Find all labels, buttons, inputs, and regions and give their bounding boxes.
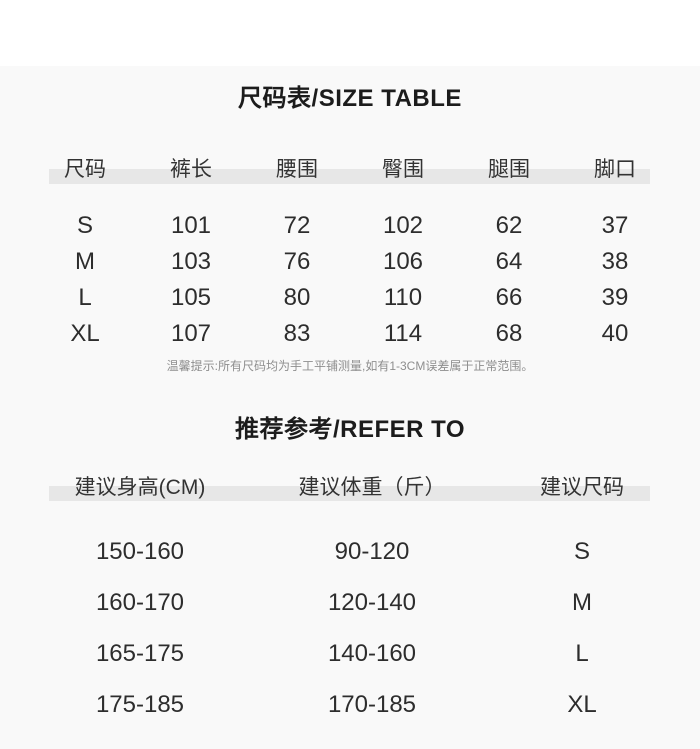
size-table-title: 尺码表/SIZE TABLE bbox=[238, 85, 462, 112]
hip-value: 106 bbox=[382, 248, 424, 275]
waist-value: 76 bbox=[283, 248, 311, 275]
height-range: 150-160 bbox=[95, 538, 185, 565]
refer-col-header-height: 建议身高(CM) bbox=[74, 476, 206, 499]
weight-range: 170-185 bbox=[327, 691, 417, 718]
refer-table-row-l: 165-175 140-160 L bbox=[32, 628, 668, 679]
size-table-col-header-waist: 腰围 bbox=[276, 158, 318, 181]
refer-table-title: 推荐参考/REFER TO bbox=[234, 416, 466, 443]
length-value: 107 bbox=[170, 320, 212, 347]
thigh-value: 64 bbox=[495, 248, 523, 275]
recommended-size: M bbox=[572, 589, 592, 616]
size-label: M bbox=[75, 248, 95, 275]
size-table-body: S 101 72 102 62 37 M 103 76 106 64 38 L … bbox=[32, 208, 668, 352]
height-range: 165-175 bbox=[95, 640, 185, 667]
refer-col-header-weight: 建议体重（斤） bbox=[298, 476, 446, 499]
refer-table-row-xl: 175-185 170-185 XL bbox=[32, 679, 668, 730]
thigh-value: 68 bbox=[495, 320, 523, 347]
size-table-row-l: L 105 80 110 66 39 bbox=[32, 280, 668, 316]
recommended-size: S bbox=[573, 538, 590, 565]
refer-table-row-m: 160-170 120-140 M bbox=[32, 577, 668, 628]
recommended-size: XL bbox=[567, 691, 597, 718]
size-label: XL bbox=[70, 320, 100, 347]
size-table-col-header-length: 裤长 bbox=[170, 158, 212, 181]
refer-col-header-size: 建议尺码 bbox=[540, 476, 624, 499]
height-range: 175-185 bbox=[95, 691, 185, 718]
refer-table-header-band bbox=[49, 486, 650, 501]
size-table-col-header-hem: 脚口 bbox=[594, 158, 636, 181]
hip-value: 114 bbox=[383, 320, 423, 347]
size-table-col-header-size: 尺码 bbox=[64, 158, 106, 181]
height-range: 160-170 bbox=[95, 589, 185, 616]
length-value: 103 bbox=[170, 248, 212, 275]
weight-range: 120-140 bbox=[327, 589, 417, 616]
thigh-value: 62 bbox=[495, 212, 523, 239]
size-table-row-s: S 101 72 102 62 37 bbox=[32, 208, 668, 244]
refer-table-body: 150-160 90-120 S 160-170 120-140 M 165-1… bbox=[32, 526, 668, 730]
recommended-size: L bbox=[575, 640, 589, 667]
thigh-value: 66 bbox=[495, 284, 523, 311]
hip-value: 110 bbox=[383, 284, 423, 311]
hem-value: 40 bbox=[601, 320, 629, 347]
size-label: L bbox=[78, 284, 92, 311]
length-value: 105 bbox=[170, 284, 212, 311]
size-table-row-xl: XL 107 83 114 68 40 bbox=[32, 316, 668, 352]
length-value: 101 bbox=[170, 212, 212, 239]
weight-range: 90-120 bbox=[334, 538, 410, 565]
measurement-note: 温馨提示:所有尺码均为手工平铺测量,如有1-3CM误差属于正常范围。 bbox=[166, 359, 534, 373]
weight-range: 140-160 bbox=[327, 640, 417, 667]
waist-value: 83 bbox=[283, 320, 311, 347]
size-table-row-m: M 103 76 106 64 38 bbox=[32, 244, 668, 280]
hem-value: 37 bbox=[601, 212, 629, 239]
waist-value: 80 bbox=[283, 284, 311, 311]
size-table-header-row: 尺码 裤长 腰围 臀围 腿围 脚口 bbox=[32, 156, 668, 184]
hem-value: 38 bbox=[601, 248, 629, 275]
waist-value: 72 bbox=[283, 212, 311, 239]
refer-table-header-row: 建议身高(CM) 建议体重（斤） 建议尺码 bbox=[32, 474, 668, 502]
refer-table-row-s: 150-160 90-120 S bbox=[32, 526, 668, 577]
size-table-header-band bbox=[49, 169, 650, 184]
size-table-col-header-thigh: 腿围 bbox=[488, 158, 530, 181]
hip-value: 102 bbox=[382, 212, 424, 239]
hem-value: 39 bbox=[601, 284, 629, 311]
size-table-col-header-hip: 臀围 bbox=[382, 158, 424, 181]
size-label: S bbox=[76, 212, 93, 239]
